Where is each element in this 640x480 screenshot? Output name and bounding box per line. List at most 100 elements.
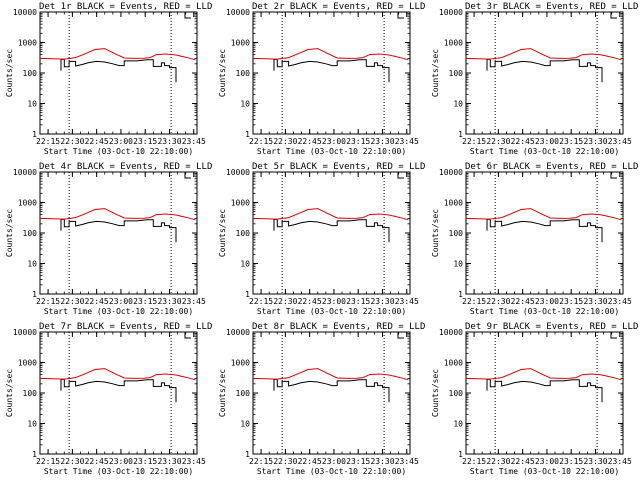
corner-marker (397, 172, 404, 179)
x-tick-label: 22:45 (85, 137, 109, 146)
x-tick-label: 23:45 (395, 297, 419, 306)
x-tick-label: 22:30 (486, 137, 510, 146)
corner-marker (397, 12, 404, 19)
x-tick-label: 23:30 (157, 297, 181, 306)
series-line-events (60, 378, 177, 403)
panel-title: Det 5r BLACK = Events, RED = LLD (252, 162, 425, 172)
plot-frame (39, 11, 198, 135)
y-tick-label: 100 (23, 229, 38, 238)
y-tick-label: 1000 (231, 39, 250, 48)
y-tick-label: 1000 (444, 39, 463, 48)
series-line-lld (252, 368, 409, 381)
y-tick-label: 10 (240, 420, 250, 429)
x-tick-label: 22:30 (273, 137, 297, 146)
x-tick-label: 23:00 (535, 297, 559, 306)
corner-marker (610, 12, 617, 19)
y-tick-label: 1000 (231, 359, 250, 368)
x-tick-label: 23:30 (157, 457, 181, 466)
y-tick-label: 100 (236, 69, 251, 78)
y-tick-label: 10000 (226, 8, 250, 17)
series-line-events (60, 218, 177, 243)
x-axis-label: Start Time (03-Oct-10 22:10:00) (257, 467, 406, 476)
panel-title: Det 3r BLACK = Events, RED = LLD (465, 2, 638, 12)
x-tick-label: 22:15 (249, 297, 273, 306)
x-tick-label: 22:15 (36, 457, 60, 466)
corner-marker (184, 12, 191, 19)
series-line-events (486, 378, 603, 403)
y-tick-label: 10 (453, 100, 463, 109)
y-tick-label: 1000 (444, 199, 463, 208)
y-tick-label: 10000 (439, 168, 463, 177)
x-tick-label: 23:45 (182, 457, 206, 466)
x-tick-label: 23:15 (559, 297, 583, 306)
y-tick-label: 10 (453, 420, 463, 429)
corner-marker (610, 172, 617, 179)
y-tick-label: 1000 (18, 39, 37, 48)
y-tick-label: 100 (449, 229, 464, 238)
plot-frame (465, 331, 624, 455)
x-tick-label: 23:00 (109, 137, 133, 146)
panel-8: Det 8r BLACK = Events, RED = LLD 1 10 100 10… (218, 322, 425, 476)
y-tick-label: 10000 (226, 328, 250, 337)
y-tick-label: 10000 (13, 8, 37, 17)
x-tick-label: 23:00 (535, 457, 559, 466)
x-axis-label: Start Time (03-Oct-10 22:10:00) (44, 147, 193, 156)
x-tick-label: 22:30 (60, 457, 84, 466)
plot-frame (252, 331, 411, 455)
y-tick-label: 1 (458, 450, 463, 459)
x-axis-label: Start Time (03-Oct-10 22:10:00) (257, 307, 406, 316)
plot-frame (465, 11, 624, 135)
y-tick-label: 100 (23, 389, 38, 398)
y-axis-label: Counts/sec (218, 209, 227, 257)
panel-4: Det 4r BLACK = Events, RED = LLD 1 10 100 10… (5, 162, 212, 316)
x-tick-label: 22:45 (298, 137, 322, 146)
x-tick-label: 23:00 (322, 137, 346, 146)
plot-frame (465, 171, 624, 295)
series-line-events (486, 58, 603, 83)
y-tick-label: 10000 (439, 8, 463, 17)
x-tick-label: 22:15 (249, 457, 273, 466)
x-tick-label: 22:45 (85, 297, 109, 306)
y-tick-label: 10000 (13, 328, 37, 337)
y-tick-label: 100 (449, 69, 464, 78)
panel-6: Det 6r BLACK = Events, RED = LLD 1 10 100 10… (431, 162, 638, 316)
y-tick-label: 100 (236, 229, 251, 238)
x-tick-label: 22:15 (462, 457, 486, 466)
x-tick-label: 22:15 (462, 137, 486, 146)
x-tick-label: 23:30 (157, 137, 181, 146)
x-tick-label: 23:00 (109, 457, 133, 466)
y-axis-label: Counts/sec (5, 369, 14, 417)
y-tick-label: 10 (453, 260, 463, 269)
y-tick-label: 1 (32, 450, 37, 459)
x-tick-label: 23:15 (346, 137, 370, 146)
x-tick-label: 23:45 (608, 457, 632, 466)
y-tick-label: 1 (32, 290, 37, 299)
x-tick-label: 23:00 (109, 297, 133, 306)
plot-frame (39, 171, 198, 295)
y-tick-label: 1000 (18, 199, 37, 208)
series-line-lld (39, 48, 196, 61)
x-tick-label: 23:45 (608, 137, 632, 146)
panel-title: Det 9r BLACK = Events, RED = LLD (465, 322, 638, 332)
corner-marker (610, 332, 617, 339)
x-tick-label: 23:15 (346, 297, 370, 306)
panel-title: Det 6r BLACK = Events, RED = LLD (465, 162, 638, 172)
x-tick-label: 23:15 (133, 457, 157, 466)
x-tick-label: 22:15 (36, 137, 60, 146)
panel-title: Det 1r BLACK = Events, RED = LLD (39, 2, 212, 12)
y-tick-label: 10000 (439, 328, 463, 337)
x-axis-label: Start Time (03-Oct-10 22:10:00) (470, 147, 619, 156)
series-line-lld (39, 208, 196, 221)
y-tick-label: 1000 (231, 199, 250, 208)
x-tick-label: 22:30 (273, 297, 297, 306)
panel-1: Det 1r BLACK = Events, RED = LLD 1 10 100 10… (5, 2, 212, 156)
y-axis-label: Counts/sec (218, 49, 227, 97)
series-line-lld (465, 208, 622, 221)
series-line-lld (252, 208, 409, 221)
y-tick-label: 1 (245, 290, 250, 299)
y-tick-label: 1 (458, 130, 463, 139)
x-tick-label: 23:15 (133, 297, 157, 306)
plot-frame (252, 171, 411, 295)
panel-5: Det 5r BLACK = Events, RED = LLD 1 10 100 10… (218, 162, 425, 316)
